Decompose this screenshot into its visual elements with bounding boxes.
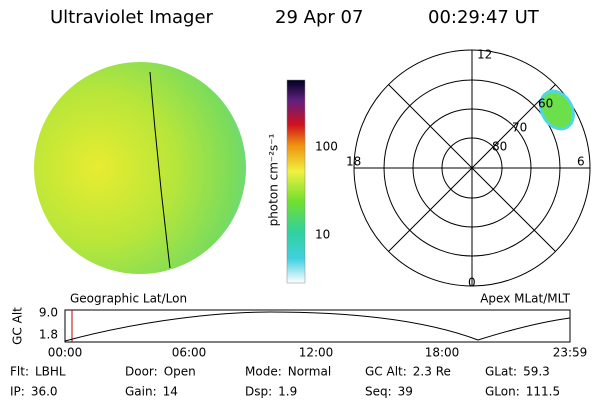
colorbar-tick: 100 bbox=[315, 140, 338, 154]
status-label: Dsp: bbox=[245, 385, 272, 399]
status-value: 39 bbox=[398, 385, 413, 399]
status-label: IP: bbox=[10, 385, 25, 399]
y-tick-label: 1.8 bbox=[39, 328, 58, 342]
x-tick-label: 18:00 bbox=[425, 346, 460, 360]
polar-panel-label: Apex MLat/MLT bbox=[480, 292, 570, 306]
plot-frame bbox=[64, 309, 571, 343]
mlt-label: 12 bbox=[477, 48, 492, 62]
status-value: 1.9 bbox=[278, 385, 297, 399]
time: 00:29:47 UT bbox=[428, 7, 540, 28]
meridian bbox=[388, 84, 556, 252]
lat-label: 70 bbox=[512, 121, 527, 135]
earth-disk bbox=[34, 62, 246, 274]
colorbar: 100 10 photon cm⁻²s⁻¹ bbox=[267, 79, 338, 284]
colorbar-scale bbox=[286, 79, 306, 284]
x-tick-label: 23:59 bbox=[553, 346, 588, 360]
y-axis-label: GC Alt bbox=[11, 307, 25, 345]
status-value: 36.0 bbox=[31, 385, 58, 399]
colorbar-tick: 10 bbox=[315, 228, 330, 242]
lat-label: 60 bbox=[538, 97, 553, 111]
altitude-curve bbox=[64, 311, 571, 342]
status-value: Normal bbox=[288, 365, 331, 379]
mlt-label: 6 bbox=[577, 155, 585, 169]
status-label: GC Alt: bbox=[365, 365, 407, 379]
x-tick-label: 00:00 bbox=[48, 346, 83, 360]
aurora-patch bbox=[539, 89, 575, 131]
status-label: Seq: bbox=[365, 385, 392, 399]
status-value: 111.5 bbox=[526, 385, 560, 399]
status-value: LBHL bbox=[35, 365, 66, 379]
lat-label: 80 bbox=[492, 140, 507, 154]
status-value: 14 bbox=[163, 385, 178, 399]
status-value: 2.3 Re bbox=[413, 365, 451, 379]
status-value: 59.3 bbox=[523, 365, 550, 379]
polar-plot: 12 18 6 0 60 70 80 bbox=[346, 48, 591, 290]
y-tick-label: 9.0 bbox=[39, 306, 58, 320]
status-label: GLat: bbox=[485, 365, 517, 379]
status-label: Door: bbox=[125, 365, 158, 379]
earth-image bbox=[34, 62, 246, 274]
mlt-label: 0 bbox=[468, 276, 476, 290]
x-tick-label: 12:00 bbox=[299, 346, 334, 360]
status-value: Open bbox=[164, 365, 196, 379]
title: Ultraviolet Imager bbox=[50, 7, 214, 28]
status-label: Flt: bbox=[10, 365, 29, 379]
date: 29 Apr 07 bbox=[275, 7, 363, 28]
image-panel-label: Geographic Lat/Lon bbox=[70, 292, 187, 306]
mlt-label: 18 bbox=[346, 155, 361, 169]
x-tick-label: 06:00 bbox=[172, 346, 207, 360]
altitude-plot: Geographic Lat/Lon Apex MLat/MLT GC Alt … bbox=[11, 292, 588, 360]
terminator bbox=[149, 71, 171, 269]
status-label: GLon: bbox=[485, 385, 520, 399]
header: Ultraviolet Imager 29 Apr 07 00:29:47 UT bbox=[50, 7, 540, 28]
status-label: Mode: bbox=[245, 365, 282, 379]
colorbar-label: photon cm⁻²s⁻¹ bbox=[267, 133, 281, 226]
status-label: Gain: bbox=[125, 385, 157, 399]
status-bar: Flt: LBHL Door: Open Mode: Normal GC Alt: 2.3 R… bbox=[10, 365, 560, 399]
